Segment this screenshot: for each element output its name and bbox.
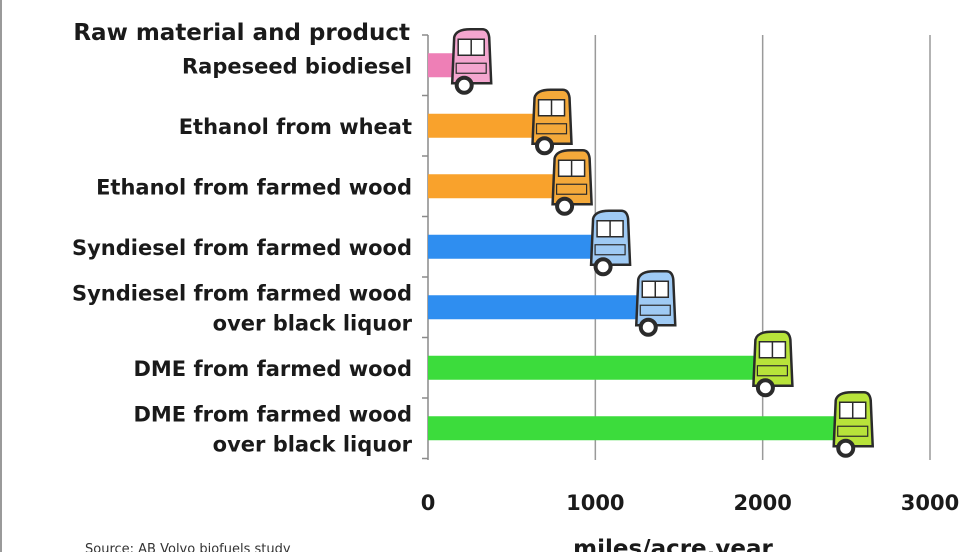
truck-icon [634, 270, 677, 337]
category-label: Ethanol from wheat [179, 115, 412, 139]
truck-wheel [454, 75, 474, 95]
tick-layer: 0 1000 2000 3000 [421, 491, 960, 515]
bar [428, 416, 860, 441]
truck-cab [832, 391, 875, 448]
x-axis-label: miles/acre.year [573, 536, 773, 552]
truck-icon [551, 149, 593, 216]
x-tick-label: 2000 [733, 491, 791, 515]
truck-wheel [836, 438, 856, 458]
truck-grille [837, 425, 869, 437]
category-label: over black liquor [213, 311, 413, 335]
label-layer: Raw material and product Rapeseed biodie… [72, 20, 413, 456]
truck-grille [594, 244, 626, 256]
truck-icon [832, 391, 875, 458]
header-label: Raw material and product [73, 20, 410, 46]
truck-grille [535, 123, 568, 135]
truck-grille [455, 62, 487, 74]
x-tick-label: 3000 [901, 491, 959, 515]
x-tick-label: 1000 [566, 491, 624, 515]
truck-cab [450, 28, 493, 85]
category-label: DME from farmed wood [133, 357, 412, 381]
truck-wheel [555, 196, 575, 216]
bar-layer [428, 53, 860, 441]
category-label: over black liquor [213, 432, 413, 456]
truck-icon [450, 28, 493, 95]
truck-wheel [638, 317, 658, 337]
truck-layer [450, 28, 875, 458]
truck-wheel [755, 378, 775, 398]
truck-cab [589, 209, 632, 266]
truck-wheel [593, 257, 613, 277]
source-note: Source: AB Volvo biofuels study [85, 542, 291, 552]
bar [428, 295, 663, 320]
truck-grille [555, 183, 588, 195]
x-tick-label: 0 [421, 491, 436, 515]
truck-icon [589, 209, 632, 277]
bar [428, 355, 780, 380]
truck-cab [752, 330, 794, 387]
truck-cab [551, 149, 593, 206]
category-label: Syndiesel from farmed wood [72, 281, 412, 305]
truck-cab [531, 88, 573, 145]
truck-icon [531, 88, 573, 156]
truck-icon [752, 330, 794, 398]
bar [428, 234, 618, 259]
category-label: DME from farmed wood [133, 402, 412, 426]
category-label: Syndiesel from farmed wood [72, 236, 412, 260]
truck-grille [756, 365, 789, 377]
category-label: Rapeseed biodiesel [182, 54, 412, 78]
left-border-line [0, 0, 2, 552]
category-label: Ethanol from farmed wood [96, 175, 412, 199]
truck-grille [639, 304, 671, 316]
truck-wheel [535, 136, 555, 156]
truck-cab [634, 270, 677, 327]
